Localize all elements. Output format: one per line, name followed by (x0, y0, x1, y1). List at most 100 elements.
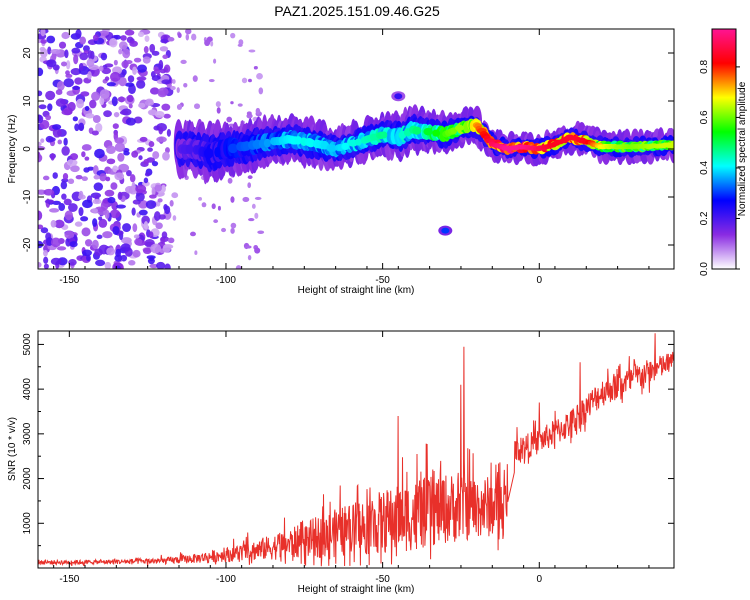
y-tick-label: 1000 (22, 512, 33, 535)
noise-cell (126, 94, 134, 103)
noise-cell (118, 41, 128, 50)
noise-cell (162, 151, 170, 161)
noise-cell (247, 175, 253, 180)
noise-cell (38, 104, 47, 110)
noise-cell (85, 113, 95, 119)
x-tick-label: -50 (375, 275, 390, 286)
noise-cell (166, 128, 171, 137)
noise-cell (118, 76, 127, 87)
noise-cell (71, 47, 81, 54)
noise-cell (237, 103, 243, 107)
noise-cell (254, 196, 262, 200)
noise-cell (58, 202, 66, 212)
noise-cell (47, 46, 52, 55)
noise-cell (242, 196, 250, 203)
noise-cell (43, 249, 48, 257)
noise-cell (159, 68, 167, 74)
noise-cell (141, 215, 150, 225)
noise-cell (52, 200, 61, 206)
noise-cell (92, 218, 98, 227)
noise-cell (99, 173, 107, 182)
noise-cell (257, 230, 265, 234)
noise-cell (213, 219, 219, 223)
noise-cell (248, 49, 256, 53)
x-tick-label: -100 (216, 574, 236, 585)
noise-cell (54, 219, 65, 229)
noise-cell (177, 32, 182, 39)
snr-x-label: Height of straight line (km) (298, 584, 415, 595)
noise-cell (65, 70, 70, 76)
noise-cell (93, 182, 104, 191)
noise-cell (117, 152, 125, 162)
noise-cell (38, 153, 43, 163)
noise-cell (149, 256, 155, 262)
noise-cell (87, 50, 93, 59)
noise-cell (89, 99, 97, 109)
noise-cell (104, 189, 115, 197)
noise-cell (61, 109, 73, 116)
noise-cell (194, 250, 198, 256)
noise-cell (106, 145, 116, 155)
noise-cell (114, 142, 126, 153)
noise-cell (92, 34, 99, 41)
noise-cell (253, 66, 258, 70)
noise-cell (55, 98, 67, 107)
noise-cell (81, 249, 93, 257)
noise-cell (176, 87, 180, 94)
noise-cell (105, 176, 111, 182)
colorbar-gradient (711, 28, 737, 270)
noise-cell (81, 227, 91, 237)
y-tick-label: -10 (22, 189, 33, 204)
noise-cell (159, 46, 169, 52)
noise-cell (144, 100, 155, 107)
noise-cell (50, 219, 57, 228)
noise-cell (92, 115, 101, 124)
noise-cell (64, 49, 69, 59)
noise-cell (254, 247, 261, 254)
noise-cell (38, 114, 44, 124)
noise-cell (83, 167, 90, 173)
noise-cell (160, 237, 166, 244)
noise-cell (40, 39, 47, 44)
noise-cell (55, 89, 63, 96)
noise-cell (230, 222, 237, 229)
noise-cell (40, 29, 46, 37)
noise-cell (91, 239, 99, 250)
noise-cell (120, 243, 131, 252)
signal-cell (294, 136, 302, 145)
noise-cell (94, 148, 105, 159)
noise-cell (135, 184, 147, 194)
spectrogram-x-label: Height of straight line (km) (298, 285, 415, 296)
noise-cell (98, 216, 103, 221)
colorbar-tick-label: 0.8 (699, 60, 710, 74)
noise-cell (67, 178, 75, 185)
feature-spot (441, 227, 450, 234)
noise-cell (52, 124, 62, 130)
noise-cell (137, 31, 145, 38)
signal-cell (204, 148, 214, 159)
noise-cell (101, 67, 112, 75)
noise-cell (158, 59, 164, 70)
signal-cell (454, 124, 465, 131)
noise-cell (75, 29, 82, 39)
noise-cell (113, 59, 118, 66)
noise-cell (92, 198, 102, 205)
noise-cell (52, 127, 62, 138)
noise-cell (248, 218, 255, 222)
noise-cell (185, 33, 190, 41)
noise-cell (81, 144, 92, 151)
noise-cell (113, 34, 121, 40)
noise-cell (78, 122, 85, 132)
noise-cell (204, 39, 211, 47)
noise-cell (155, 222, 163, 230)
noise-cell (241, 77, 248, 84)
noise-cell (91, 130, 99, 136)
noise-cell (70, 165, 80, 173)
noise-cell (81, 151, 86, 158)
noise-cell (148, 231, 154, 239)
signal-cell (424, 128, 433, 136)
noise-cell (113, 112, 120, 118)
noise-cell (166, 83, 172, 89)
noise-cell (80, 216, 89, 222)
noise-cell (38, 67, 44, 77)
